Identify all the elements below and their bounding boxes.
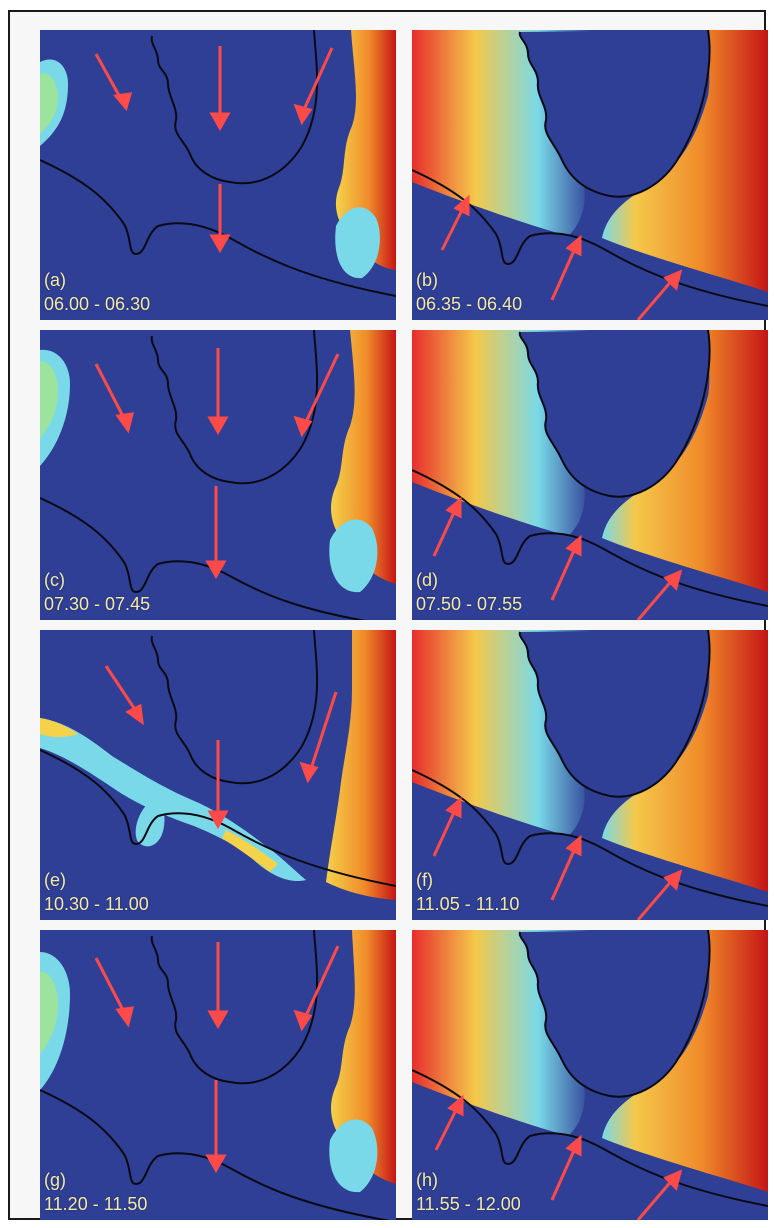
panel-label: (h) bbox=[416, 1170, 438, 1190]
map-e-graphic bbox=[40, 630, 396, 920]
panel-time: 06.35 - 06.40 bbox=[416, 294, 523, 314]
panel-time: 11.20 - 11.50 bbox=[44, 1194, 148, 1214]
panel-label: (g) bbox=[44, 1170, 66, 1190]
map-f-graphic bbox=[412, 630, 768, 920]
figure-frame: (a) 06.00 - 06.30 bbox=[8, 10, 768, 1220]
panel-label: (d) bbox=[416, 570, 438, 590]
panel-label: (b) bbox=[416, 270, 438, 290]
map-a-graphic bbox=[40, 30, 396, 320]
map-d-graphic bbox=[412, 330, 768, 620]
map-panel-a: (a) 06.00 - 06.30 bbox=[40, 30, 396, 320]
map-h-graphic bbox=[412, 930, 768, 1220]
map-panel-d: (d) 07.50 - 07.55 bbox=[412, 330, 768, 620]
panel-time: 10.30 - 11.00 bbox=[44, 894, 149, 914]
map-panel-h: (h) 11.55 - 12.00 bbox=[412, 930, 768, 1220]
map-c-graphic bbox=[40, 330, 396, 620]
map-panel-b: (b) 06.35 - 06.40 bbox=[412, 30, 768, 320]
panel-label: (a) bbox=[44, 270, 66, 290]
map-g-graphic bbox=[40, 930, 396, 1220]
panel-time: 11.05 - 11.10 bbox=[416, 894, 520, 914]
panel-label: (e) bbox=[44, 870, 66, 890]
map-panel-f: (f) 11.05 - 11.10 bbox=[412, 630, 768, 920]
map-panel-e: (e) 10.30 - 11.00 bbox=[40, 630, 396, 920]
panel-label: (c) bbox=[44, 570, 65, 590]
panel-time: 07.30 - 07.45 bbox=[44, 594, 151, 614]
panel-time: 07.50 - 07.55 bbox=[416, 594, 523, 614]
map-panel-c: (c) 07.30 - 07.45 bbox=[40, 330, 396, 620]
map-b-graphic bbox=[412, 30, 768, 320]
panel-label: (f) bbox=[416, 870, 433, 890]
map-panel-g: (g) 11.20 - 11.50 bbox=[40, 930, 396, 1220]
panel-time: 06.00 - 06.30 bbox=[44, 294, 151, 314]
panel-time: 11.55 - 12.00 bbox=[416, 1194, 521, 1214]
